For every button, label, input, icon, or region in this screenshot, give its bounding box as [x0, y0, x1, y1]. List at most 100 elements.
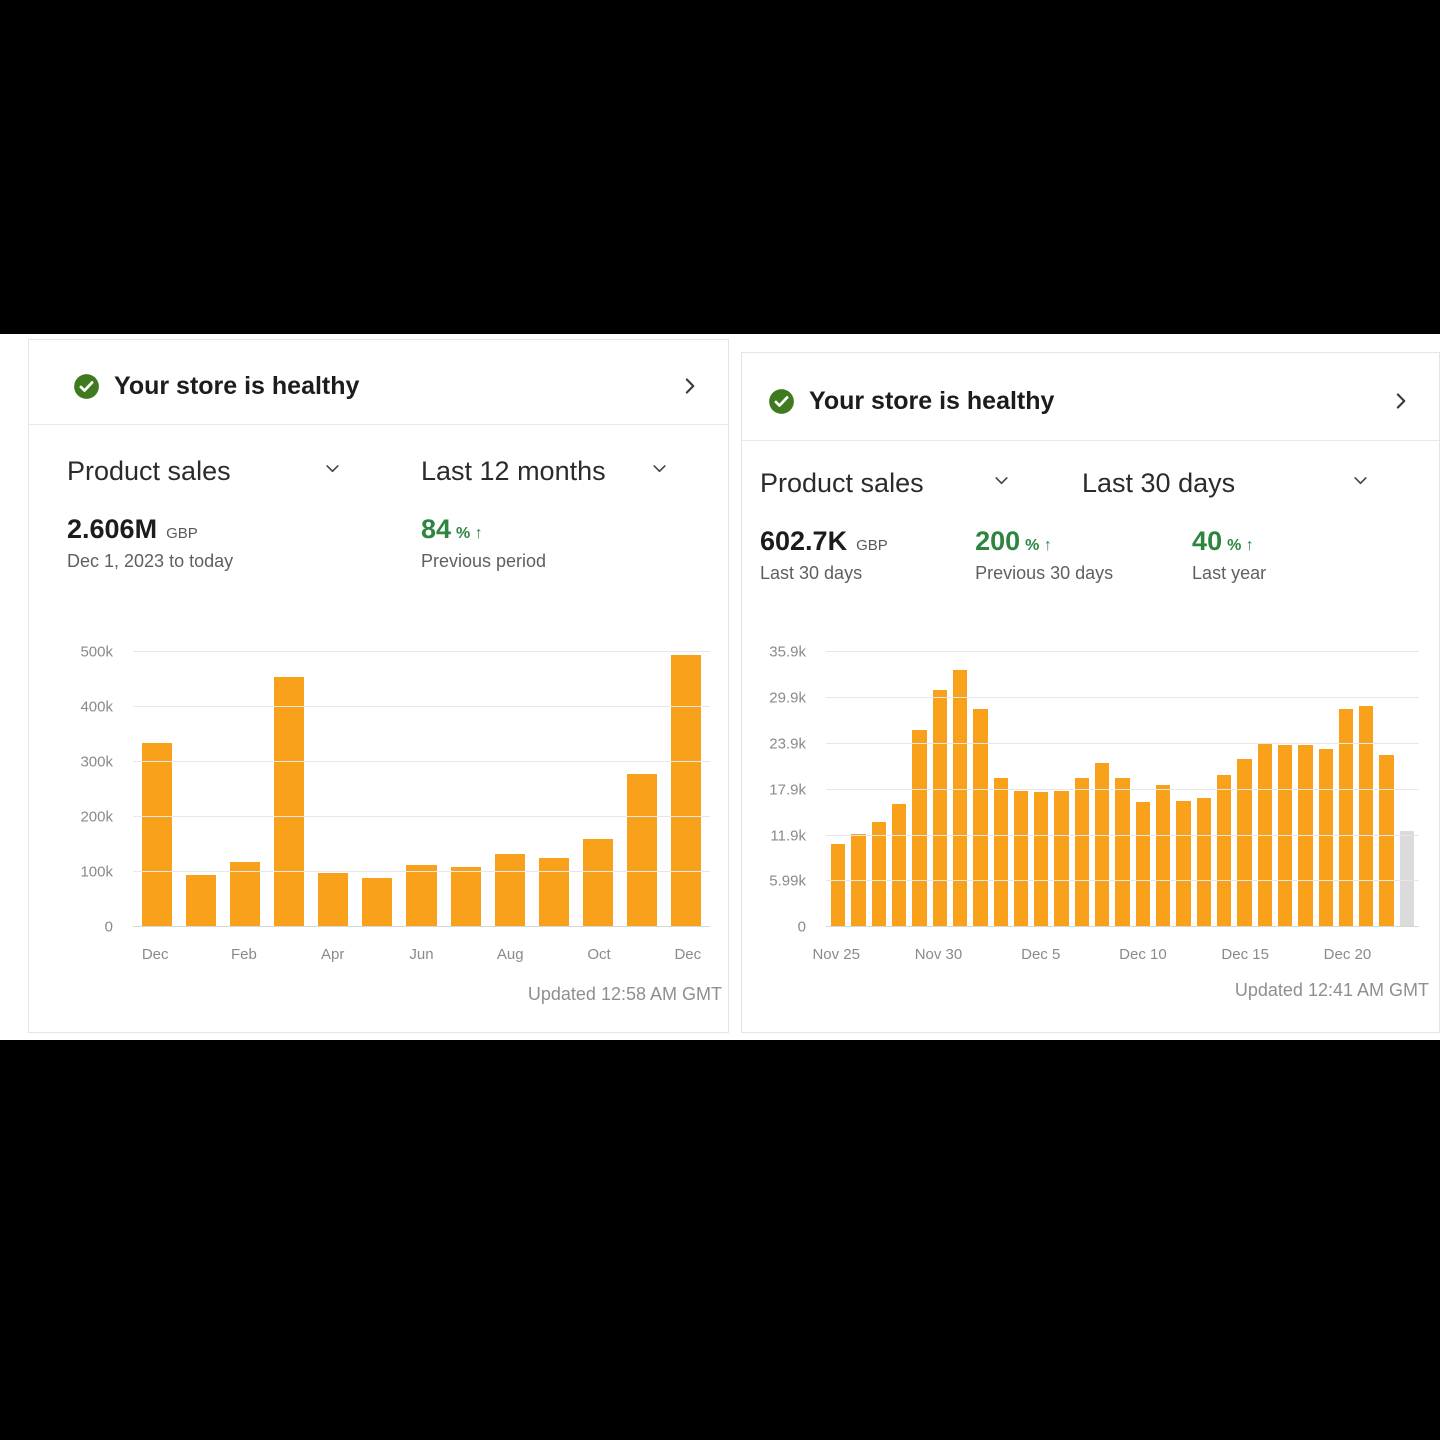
bar-Dec 20 — [1338, 708, 1354, 927]
bar-Dec 2 — [973, 709, 988, 927]
y-axis-tick-label: 500k — [80, 643, 113, 661]
metric-dropdown-label: Product sales — [760, 468, 924, 498]
bar-Aug — [494, 853, 525, 927]
dashboard-canvas: Your store is healthy Product sales Last… — [0, 334, 1440, 1040]
x-axis-tick-label: Aug — [496, 946, 524, 963]
gridline — [133, 926, 710, 927]
store-health-header[interactable]: Your store is healthy — [29, 340, 728, 425]
primary-stat: 602.7K GBP Last 30 days — [760, 525, 975, 584]
bar-Nov — [626, 774, 657, 927]
metric-dropdown-label: Product sales — [67, 456, 231, 486]
y-axis-tick-label: 23.9k — [769, 735, 806, 753]
bar-Oct — [582, 839, 613, 927]
bar-Dec 9 — [1115, 777, 1130, 927]
updated-timestamp: Updated 12:41 AM GMT — [1234, 980, 1429, 1000]
gridline — [133, 651, 710, 652]
bar-Mar — [274, 676, 305, 927]
stats-row: 602.7K GBP Last 30 days 200 % ↑ Previous… — [742, 499, 1439, 584]
bar-Dec — [142, 742, 173, 927]
range-dropdown-label: Last 12 months — [421, 456, 606, 486]
bar-Dec 7 — [1074, 778, 1090, 927]
updated-timestamp: Updated 12:58 AM GMT — [527, 984, 722, 1004]
gridline — [826, 651, 1419, 652]
bar-May — [362, 877, 393, 927]
bar-Dec 23 — [1399, 831, 1415, 927]
store-stats-card-30-days: Your store is healthy Product sales Last… — [741, 352, 1440, 1033]
bar-Nov 27 — [871, 822, 886, 927]
delta-stat-last-year: 40 % ↑ Last year — [1192, 525, 1409, 584]
delta-percent: 40 — [1192, 526, 1223, 556]
bar-Jul — [450, 866, 481, 927]
gridline — [826, 696, 1419, 698]
bar-Jan — [186, 874, 217, 927]
total-sales-value: 602.7K — [760, 526, 848, 556]
chevron-down-icon — [993, 472, 1010, 494]
chevron-down-icon — [651, 460, 668, 482]
gridline — [826, 880, 1419, 882]
health-check-icon — [768, 388, 795, 415]
delta-up-arrow: % ↑ — [1227, 537, 1254, 554]
bar-Feb — [230, 862, 261, 927]
store-health-header[interactable]: Your store is healthy — [742, 353, 1439, 441]
delta-up-arrow: % ↑ — [456, 525, 483, 542]
total-sales-value: 2.606M — [67, 514, 158, 544]
sales-bar-chart-30-days: 0 5.99k 11.9k 17.9k 23.9k 29.9k 35.9k Nov 25 No… — [760, 644, 1419, 964]
bar-Nov 28 — [891, 804, 907, 927]
bar-Dec 1 — [952, 669, 968, 927]
bars — [133, 652, 710, 927]
x-axis-tick-label: Nov 25 — [812, 946, 860, 963]
y-axis: 0 100k 200k 300k 400k 500k — [67, 644, 123, 936]
currency-unit: GBP — [856, 537, 888, 554]
x-axis-tick-label: Apr — [321, 946, 345, 963]
x-axis-tick-label: Dec 15 — [1221, 946, 1269, 963]
bar-Dec 21 — [1359, 705, 1374, 927]
bar-Dec 19 — [1318, 748, 1333, 927]
bar-Dec 15 — [1237, 759, 1252, 927]
y-axis-tick-label: 200k — [80, 808, 113, 826]
gridline — [133, 816, 710, 817]
delta-stat: 84 % ↑ Previous period — [421, 513, 651, 572]
x-axis-tick-label: Dec 20 — [1323, 946, 1372, 963]
chevron-right-icon[interactable] — [1391, 391, 1411, 411]
x-axis-tick-label: Dec — [674, 946, 702, 963]
gridline — [826, 834, 1419, 836]
gridline — [826, 926, 1419, 927]
bar-Dec 6 — [1054, 790, 1069, 927]
metric-dropdown[interactable]: Product sales — [760, 467, 1010, 499]
y-axis-tick-label: 17.9k — [769, 781, 806, 799]
y-axis-tick-label: 35.9k — [769, 643, 806, 661]
health-title: Your store is healthy — [114, 372, 360, 400]
bar-Nov 30 — [932, 690, 947, 927]
y-axis-tick-label: 11.9k — [770, 827, 806, 845]
bar-Nov 29 — [912, 730, 927, 927]
chevron-right-icon[interactable] — [680, 376, 700, 396]
x-axis-tick-label: Oct — [587, 946, 611, 963]
delta-label: Last year — [1192, 563, 1267, 583]
bars — [826, 652, 1419, 927]
chevron-down-icon — [1352, 472, 1369, 494]
x-axis: Nov 25 Nov 30 Dec 5 Dec 10 Dec 15 Dec 20 — [812, 938, 1419, 964]
bar-Dec 12 — [1176, 801, 1191, 927]
x-axis-tick-label: Dec 5 — [1021, 946, 1061, 963]
bar-Dec 14 — [1216, 774, 1232, 927]
bar-Apr — [318, 873, 349, 927]
range-dropdown[interactable]: Last 30 days — [1082, 467, 1409, 499]
range-dropdown[interactable]: Last 12 months — [421, 455, 698, 487]
bar-Dec 3 — [993, 777, 1008, 927]
bar-Dec 11 — [1156, 784, 1171, 927]
delta-label: Previous period — [421, 551, 547, 571]
plot-area — [826, 651, 1419, 927]
y-axis-tick-label: 300k — [80, 753, 113, 771]
x-axis-tick-label: Nov 30 — [914, 946, 963, 963]
currency-unit: GBP — [166, 525, 198, 542]
y-axis-tick-label: 100k — [80, 863, 113, 881]
bar-Nov 25 — [831, 844, 846, 927]
bar-Dec 8 — [1095, 763, 1110, 927]
bar-Dec — [670, 654, 702, 927]
gridline — [133, 761, 710, 762]
metric-dropdown[interactable]: Product sales — [67, 455, 341, 487]
x-axis-tick-label: Dec 10 — [1119, 946, 1167, 963]
delta-up-arrow: % ↑ — [1025, 537, 1052, 554]
store-stats-card-12-months: Your store is healthy Product sales Last… — [28, 339, 729, 1033]
bar-Jun — [406, 865, 437, 927]
